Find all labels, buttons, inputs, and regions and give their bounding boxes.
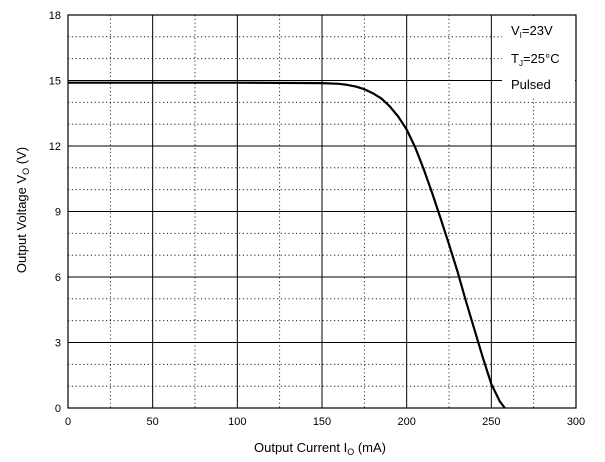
y-tick-label: 12 bbox=[49, 141, 61, 153]
y-axis-label: Output Voltage VO (V) bbox=[14, 147, 31, 273]
y-tick-label: 9 bbox=[55, 207, 61, 219]
annotation-text: VI=23V bbox=[511, 23, 553, 40]
series-line bbox=[68, 81, 506, 409]
series-layer bbox=[68, 81, 506, 409]
x-tick-label: 150 bbox=[313, 416, 331, 428]
x-tick-label: 250 bbox=[482, 416, 500, 428]
x-tick-label: 0 bbox=[65, 416, 71, 428]
y-tick-label: 15 bbox=[49, 76, 61, 88]
annotation-box: VI=23V TJ=25°C Pulsed bbox=[502, 16, 575, 96]
x-tick-label: 200 bbox=[397, 416, 415, 428]
y-tick-label: 0 bbox=[55, 403, 61, 415]
x-tick-label: 50 bbox=[147, 416, 159, 428]
annotation-text: TJ=25°C bbox=[511, 51, 560, 68]
y-tick-label: 3 bbox=[55, 338, 61, 350]
y-tick-label: 6 bbox=[55, 272, 61, 284]
grid-lines bbox=[67, 14, 577, 409]
plot-frame bbox=[67, 14, 577, 409]
x-axis-label: Output Current IO (mA) bbox=[254, 440, 386, 457]
annotation-text: Pulsed bbox=[511, 77, 551, 92]
annotation-background bbox=[502, 16, 575, 96]
y-tick-label: 18 bbox=[49, 10, 61, 22]
x-tick-label: 300 bbox=[567, 416, 585, 428]
x-tick-label: 100 bbox=[228, 416, 246, 428]
tick-labels: 0 50 100 150 200 250 300 0 3 6 9 12 15 18 bbox=[49, 10, 585, 428]
